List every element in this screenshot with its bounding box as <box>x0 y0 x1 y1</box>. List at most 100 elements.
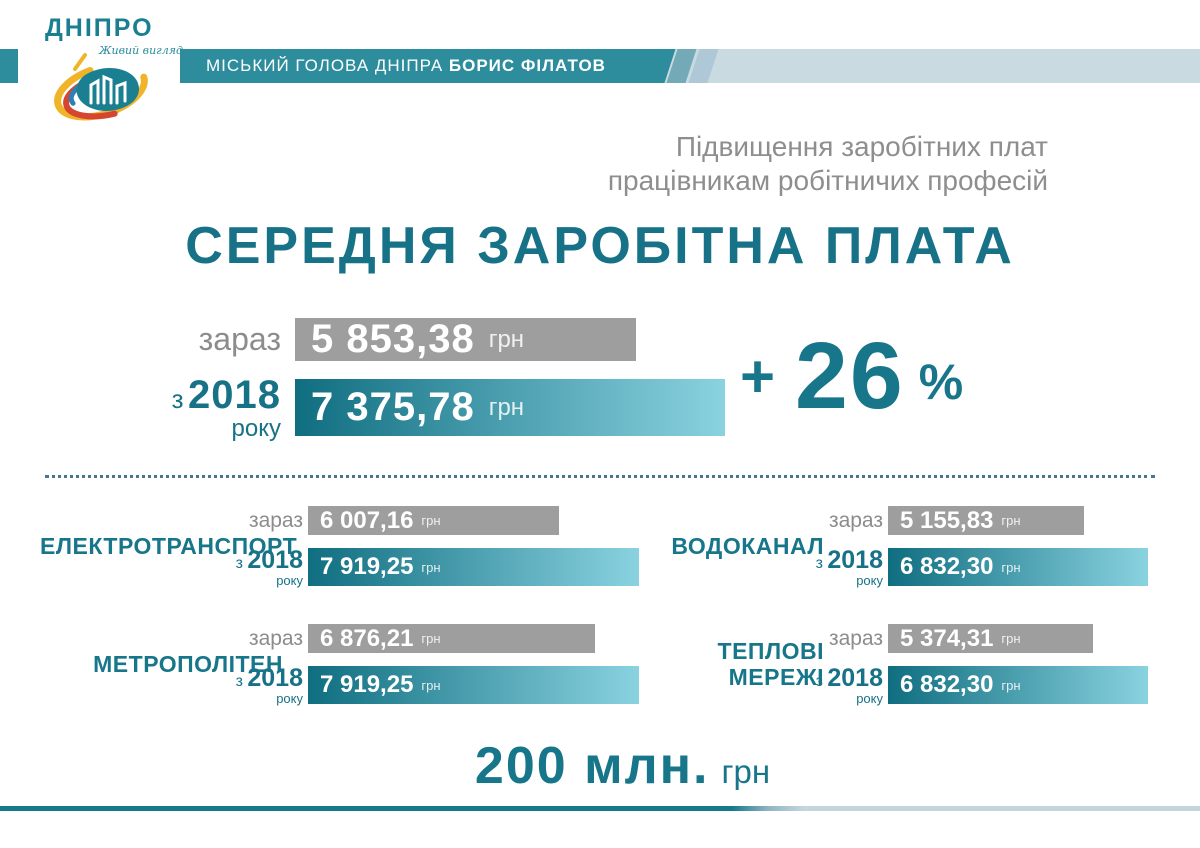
logo-tagline: Живий вигляд <box>99 44 183 57</box>
delta-value: 26 <box>795 323 905 429</box>
since-suffix: року <box>856 690 883 706</box>
banner-text-regular: МІСЬКИЙ ГОЛОВА ДНІПРА <box>206 56 444 75</box>
hero-unit-now: грн <box>488 325 525 353</box>
hero-bar-since: 7 375,78 грн <box>295 379 725 436</box>
mini-label-since: з 2018 року <box>218 545 308 588</box>
section-unit: грн <box>421 631 441 646</box>
hero-row-since: з 2018 року 7 375,78 грн <box>130 375 725 440</box>
mini-label-now: зараз <box>828 508 883 532</box>
delta-plus-sign: + <box>740 343 776 410</box>
section-row-now: зараз 6 876,21 грн <box>218 624 639 653</box>
section-unit: грн <box>421 677 441 693</box>
intro-line-2: працівникам робітничих професій <box>607 165 1048 196</box>
dnipro-logo: ДНІПРО Живий вигляд <box>45 14 185 127</box>
section-row-since: з 2018 року 7 919,25 грн <box>218 663 639 706</box>
delta-badge: + 26 % <box>740 322 963 431</box>
since-prefix: з <box>815 672 823 690</box>
section-value-since: 7 919,25 <box>320 671 414 698</box>
section-teplovi-merezhi: ТЕПЛОВІ МЕРЕЖІ зараз 5 374,31 грн з 2018 <box>640 624 1148 706</box>
since-year: 2018 <box>827 545 883 574</box>
intro-subtitle: Підвищення заробітних плат працівникам р… <box>608 130 1048 198</box>
dnipro-emblem-icon <box>54 53 159 121</box>
since-prefix: з <box>815 554 823 572</box>
section-name: ТЕПЛОВІ МЕРЕЖІ <box>717 638 824 690</box>
intro-line-1: Підвищення заробітних плат <box>675 131 1048 162</box>
hero-unit-since: грн <box>488 393 525 421</box>
total-unit: грн <box>721 753 771 790</box>
section-rows: зараз 6 876,21 грн з 2018 року <box>218 624 639 706</box>
since-suffix: року <box>276 690 303 706</box>
since-year: 2018 <box>247 545 303 574</box>
bar-track: 7 919,25 грн <box>308 548 639 586</box>
page-title: СЕРЕДНЯ ЗАРОБІТНА ПЛАТА <box>185 217 1015 275</box>
section-rows: зараз 5 374,31 грн з 2018 року <box>798 624 1148 706</box>
since-prefix: з <box>171 383 184 414</box>
section-row-since: з 2018 року 6 832,30 грн <box>798 545 1148 588</box>
section-row-now: зараз 5 374,31 грн <box>798 624 1148 653</box>
section-value-since: 7 919,25 <box>320 553 414 580</box>
section-metropoliten: МЕТРОПОЛІТЕН зараз 6 876,21 грн з 2018 <box>40 624 639 706</box>
hero-row-now: зараз 5 853,38 грн <box>130 317 725 361</box>
section-bar-since: 7 919,25 грн <box>308 666 639 704</box>
mini-label-now: зараз <box>248 508 303 532</box>
hero-bar-now: 5 853,38 грн <box>295 317 637 361</box>
total-amount: 200 млн. грн <box>0 736 1200 796</box>
mini-label-now: зараз <box>248 626 303 650</box>
section-value-now: 6 007,16 <box>320 506 414 534</box>
since-suffix: року <box>856 572 883 588</box>
total-value: 200 млн. <box>474 737 710 795</box>
section-rows: зараз 5 155,83 грн з 2018 року <box>798 506 1148 588</box>
footer-accent-line <box>0 806 1200 811</box>
section-bar-now: 5 155,83 грн <box>888 506 1085 535</box>
bar-track: 6 007,16 грн <box>308 506 639 535</box>
since-prefix: з <box>235 554 243 572</box>
section-vodokanal: ВОДОКАНАЛ зараз 5 155,83 грн з 2018 р <box>640 506 1148 588</box>
banner-text: МІСЬКИЙ ГОЛОВА ДНІПРА БОРИС ФІЛАТОВ <box>180 49 1200 83</box>
bar-track: 6 876,21 грн <box>308 624 639 653</box>
bar-track: 6 832,30 грн <box>888 666 1148 704</box>
header-banner: МІСЬКИЙ ГОЛОВА ДНІПРА БОРИС ФІЛАТОВ <box>180 49 1200 83</box>
section-unit: грн <box>1001 559 1021 575</box>
section-row-now: зараз 6 007,16 грн <box>218 506 639 535</box>
section-bar-since: 6 832,30 грн <box>888 548 1148 586</box>
section-value-now: 5 374,31 <box>900 624 994 652</box>
bar-track: 6 832,30 грн <box>888 548 1148 586</box>
section-unit: грн <box>1001 631 1021 646</box>
section-unit: грн <box>421 513 441 528</box>
hero-label-since: з 2018 року <box>130 375 295 441</box>
banner-text-bold: БОРИС ФІЛАТОВ <box>448 56 606 75</box>
hero-chart: зараз 5 853,38 грн з 2018 року 7 375,78 … <box>130 317 725 440</box>
hero-value-since: 7 375,78 <box>311 385 475 429</box>
since-year: 2018 <box>247 663 303 692</box>
header-left-accent <box>0 49 18 83</box>
since-suffix: року <box>276 572 303 588</box>
since-year: 2018 <box>827 663 883 692</box>
section-value-since: 6 832,30 <box>900 671 994 698</box>
section-unit: грн <box>1001 677 1021 693</box>
section-elektrotransport: ЕЛЕКТРОТРАНСПОРТ зараз 6 007,16 грн з 20… <box>40 506 639 588</box>
section-name: ЕЛЕКТРОТРАНСПОРТ <box>40 533 298 559</box>
bar-track: 7 919,25 грн <box>308 666 639 704</box>
section-name: ВОДОКАНАЛ <box>671 533 824 559</box>
section-row-since: з 2018 року 7 919,25 грн <box>218 545 639 588</box>
mini-label-since: з 2018 року <box>218 663 308 706</box>
section-row-since: з 2018 року 6 832,30 грн <box>798 663 1148 706</box>
since-suffix: року <box>231 414 281 442</box>
logo-title: ДНІПРО <box>45 14 154 42</box>
section-unit: грн <box>421 559 441 575</box>
section-value-now: 6 876,21 <box>320 624 414 652</box>
hero-label-now: зараз <box>198 321 281 357</box>
hero-track-now: 5 853,38 грн <box>295 317 725 361</box>
section-name: МЕТРОПОЛІТЕН <box>93 651 283 677</box>
mini-label-now: зараз <box>828 626 883 650</box>
section-value-since: 6 832,30 <box>900 553 994 580</box>
delta-percent-sign: % <box>918 353 964 410</box>
section-bar-now: 6 007,16 грн <box>308 506 560 535</box>
section-rows: зараз 6 007,16 грн з 2018 року <box>218 506 639 588</box>
section-bar-since: 7 919,25 грн <box>308 548 639 586</box>
mini-label-since: з 2018 року <box>798 663 888 706</box>
section-bar-now: 5 374,31 грн <box>888 624 1093 653</box>
section-bar-since: 6 832,30 грн <box>888 666 1148 704</box>
dotted-divider <box>45 475 1155 478</box>
